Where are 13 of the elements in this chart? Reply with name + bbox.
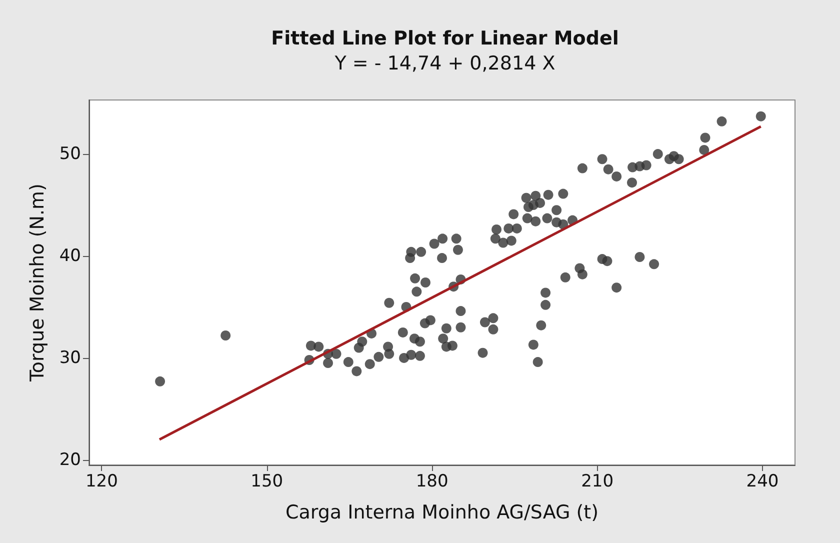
y-tick-label: 30 xyxy=(59,348,81,368)
chart-subtitle: Y = - 14,74 + 0,2814 X xyxy=(334,52,556,74)
y-tick-label: 40 xyxy=(59,246,81,266)
y-tick-label: 50 xyxy=(59,144,81,164)
x-tick-label: 240 xyxy=(746,472,779,492)
x-tick-label: 180 xyxy=(416,472,448,492)
y-axis-title: Torque Moinho (N.m) xyxy=(26,184,48,382)
x-tick-label: 120 xyxy=(85,472,118,492)
x-axis-title: Carga Interna Moinho AG/SAG (t) xyxy=(285,502,599,524)
chart-title: Fitted Line Plot for Linear Model xyxy=(271,28,619,50)
x-tick-label: 150 xyxy=(250,472,284,492)
x-tick-label: 210 xyxy=(581,472,614,492)
y-tick-label: 20 xyxy=(59,450,81,470)
